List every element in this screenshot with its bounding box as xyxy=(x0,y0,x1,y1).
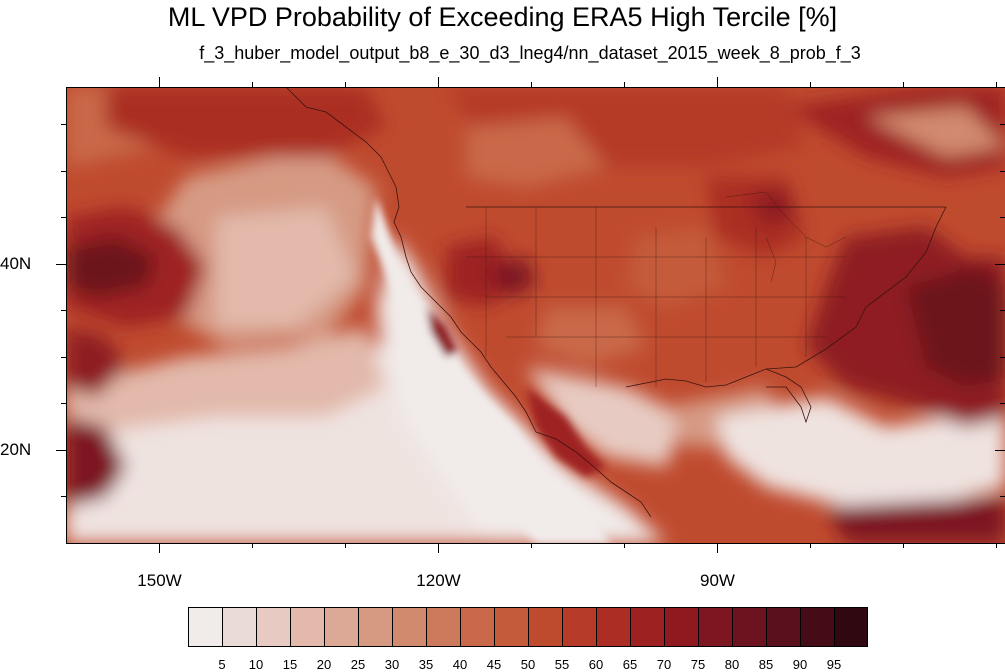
colorbar-swatch xyxy=(426,607,460,647)
colorbar-label: 90 xyxy=(792,657,808,672)
colorbar-swatch xyxy=(766,607,800,647)
colorbar-swatch xyxy=(664,607,698,647)
colorbar-swatch xyxy=(460,607,494,647)
colorbar-swatch xyxy=(528,607,562,647)
map-border xyxy=(66,87,1005,544)
probability-field xyxy=(66,87,1005,543)
colorbar xyxy=(188,607,868,649)
colorbar-label: 20 xyxy=(316,657,332,672)
colorbar-label: 40 xyxy=(452,657,468,672)
colorbar-swatch xyxy=(324,607,358,647)
state-borders xyxy=(466,191,847,387)
colorbar-swatch xyxy=(834,607,868,647)
colorbar-swatch xyxy=(596,607,630,647)
x-tick-label: 150W xyxy=(137,571,182,590)
colorbar-label: 35 xyxy=(418,657,434,672)
colorbar-swatch xyxy=(562,607,596,647)
colorbar-label: 25 xyxy=(350,657,366,672)
colorbar-label: 5 xyxy=(218,657,226,672)
y-tick-label: 20N xyxy=(0,439,32,459)
colorbar-label: 75 xyxy=(690,657,706,672)
colorbar-swatch xyxy=(392,607,426,647)
colorbar-label: 15 xyxy=(282,657,298,672)
colorbar-label: 65 xyxy=(622,657,638,672)
colorbar-label: 60 xyxy=(588,657,604,672)
colorbar-label: 85 xyxy=(758,657,774,672)
colorbar-label: 45 xyxy=(486,657,502,672)
colorbar-label: 70 xyxy=(656,657,672,672)
map-subtitle: f_3_huber_model_output_b8_e_30_d3_lneg4/… xyxy=(199,43,861,63)
colorbar-swatch xyxy=(358,607,392,647)
colorbar-swatch xyxy=(630,607,664,647)
colorbar-swatch xyxy=(222,607,256,647)
x-tick-label: 90W xyxy=(700,571,735,590)
map-panel xyxy=(66,87,1005,543)
colorbar-swatch xyxy=(698,607,732,647)
colorbar-label: 95 xyxy=(826,657,842,672)
x-tick-label: 120W xyxy=(416,571,461,590)
probability-map xyxy=(66,87,1005,543)
colorbar-label: 50 xyxy=(520,657,536,672)
axis-ticks xyxy=(56,77,1005,553)
colorbar-swatch xyxy=(188,607,222,647)
colorbar-swatch xyxy=(732,607,766,647)
colorbar-swatch xyxy=(800,607,834,647)
coastlines xyxy=(285,87,947,518)
colorbar-label: 10 xyxy=(248,657,264,672)
y-tick-label: 40N xyxy=(0,253,32,273)
colorbar-swatch xyxy=(256,607,290,647)
map-title: ML VPD Probability of Exceeding ERA5 Hig… xyxy=(167,2,838,32)
colorbar-label: 30 xyxy=(384,657,400,672)
colorbar-label: 80 xyxy=(724,657,740,672)
coastal-gradient xyxy=(371,197,611,543)
colorbar-label: 55 xyxy=(554,657,570,672)
colorbar-swatch xyxy=(494,607,528,647)
colorbar-swatch xyxy=(290,607,324,647)
